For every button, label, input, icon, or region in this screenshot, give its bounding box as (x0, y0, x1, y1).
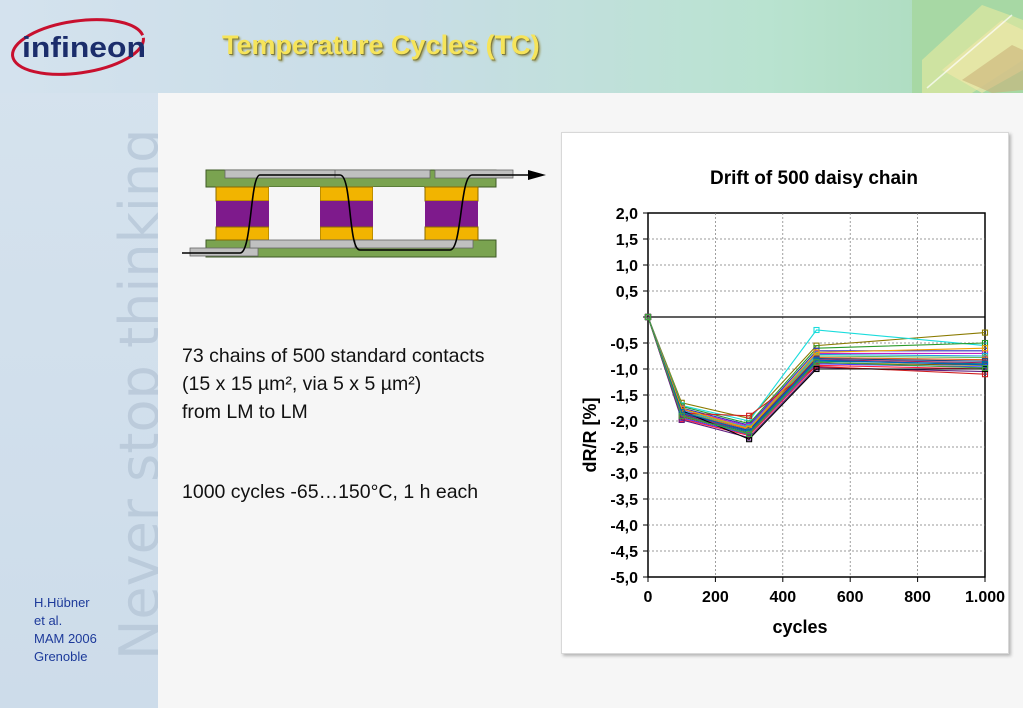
series-line-19 (647, 316, 986, 435)
via-top-0 (215, 186, 270, 202)
y-tick-label: -3,5 (610, 492, 638, 509)
header-band (0, 0, 1023, 93)
metal-bottom-1 (249, 239, 363, 249)
gap-0 (269, 187, 320, 240)
description-line-2: (15 x 15 µm², via 5 x 5 µm²) (182, 373, 422, 395)
x-tick-label: 0 (644, 589, 653, 606)
y-tick-label: -3,0 (610, 466, 638, 483)
arrow-head (528, 170, 546, 180)
via-dielectric-1 (320, 201, 373, 227)
gap-1 (373, 187, 424, 240)
daisy-chain-diagram (182, 169, 546, 258)
x-tick-label: 1.000 (965, 589, 1005, 606)
chart-title: Drift of 500 daisy chain (710, 168, 918, 189)
y-tick-label: -4,5 (610, 544, 638, 561)
x-axis-label: cycles (772, 617, 827, 637)
series-point (813, 349, 820, 356)
author-etal: et al. (34, 613, 63, 628)
y-tick-label: -2,5 (610, 440, 638, 457)
metal-top-0 (224, 169, 341, 179)
y-tick-label: 0,5 (616, 284, 638, 301)
drift-chart: Drift of 500 daisy chain 2,0 1,5 1,0 0,5 -0,… (580, 168, 1005, 637)
infineon-logo: infineon (11, 18, 146, 76)
via-dielectric-0 (216, 201, 269, 227)
description-line-1: 73 chains of 500 standard contacts (182, 345, 485, 367)
via-bottom-1 (319, 226, 374, 241)
metal-top-1 (334, 169, 431, 179)
series-point (813, 365, 820, 373)
y-tick-label: -2,0 (610, 414, 638, 431)
y-tick-label: 1,5 (616, 232, 638, 249)
y-tick-label: 1,0 (616, 258, 638, 275)
via-top-2 (424, 186, 479, 202)
y-tick-label: -1,5 (610, 388, 638, 405)
x-tick-label: 400 (769, 589, 796, 606)
series-point (981, 364, 989, 372)
chart-panel: Drift of 500 daisy chain 2,0 1,5 1,0 0,5 -0,… (561, 132, 1009, 654)
y-axis-label: dR/R [%] (580, 398, 600, 473)
y-tick-label: 2,0 (616, 206, 638, 223)
series-point (813, 326, 820, 334)
y-tick-label: -1,0 (610, 362, 638, 379)
author-conference: MAM 2006 (34, 631, 97, 646)
x-tick-label: 800 (904, 589, 931, 606)
series-point (678, 412, 685, 419)
description-line-3: from LM to LM (182, 401, 308, 423)
watermark-text: Never stop thinking (108, 129, 170, 660)
slide-title: Temperature Cycles (TC) (222, 30, 540, 60)
x-tick-label: 200 (702, 589, 729, 606)
via-bottom-0 (215, 226, 270, 241)
series-point (981, 329, 989, 336)
description-line-4: 1000 cycles -65…150°C, 1 h each (182, 481, 479, 503)
metal-top-2 (434, 169, 514, 179)
series-point (981, 345, 989, 352)
author-city: Grenoble (34, 649, 88, 664)
y-tick-label: -0,5 (610, 336, 638, 353)
author-name: H.Hübner (34, 595, 90, 610)
x-tick-label: 600 (837, 589, 864, 606)
series-point (678, 416, 685, 424)
via-bottom-2 (424, 226, 479, 241)
y-tick-label: -4,0 (610, 518, 638, 535)
series-point (746, 430, 753, 438)
metal-bottom-0 (189, 247, 259, 257)
series-point (813, 359, 820, 366)
current-path-line (182, 174, 530, 254)
series-point (746, 412, 753, 419)
logo-text: infineon (22, 32, 146, 64)
via-dielectric-2 (425, 201, 478, 227)
sidebar-band (0, 0, 158, 708)
corner-decorative-image (912, 0, 1023, 93)
series-point (644, 313, 652, 321)
series-point (981, 361, 989, 368)
y-tick-label: -5,0 (610, 570, 638, 587)
